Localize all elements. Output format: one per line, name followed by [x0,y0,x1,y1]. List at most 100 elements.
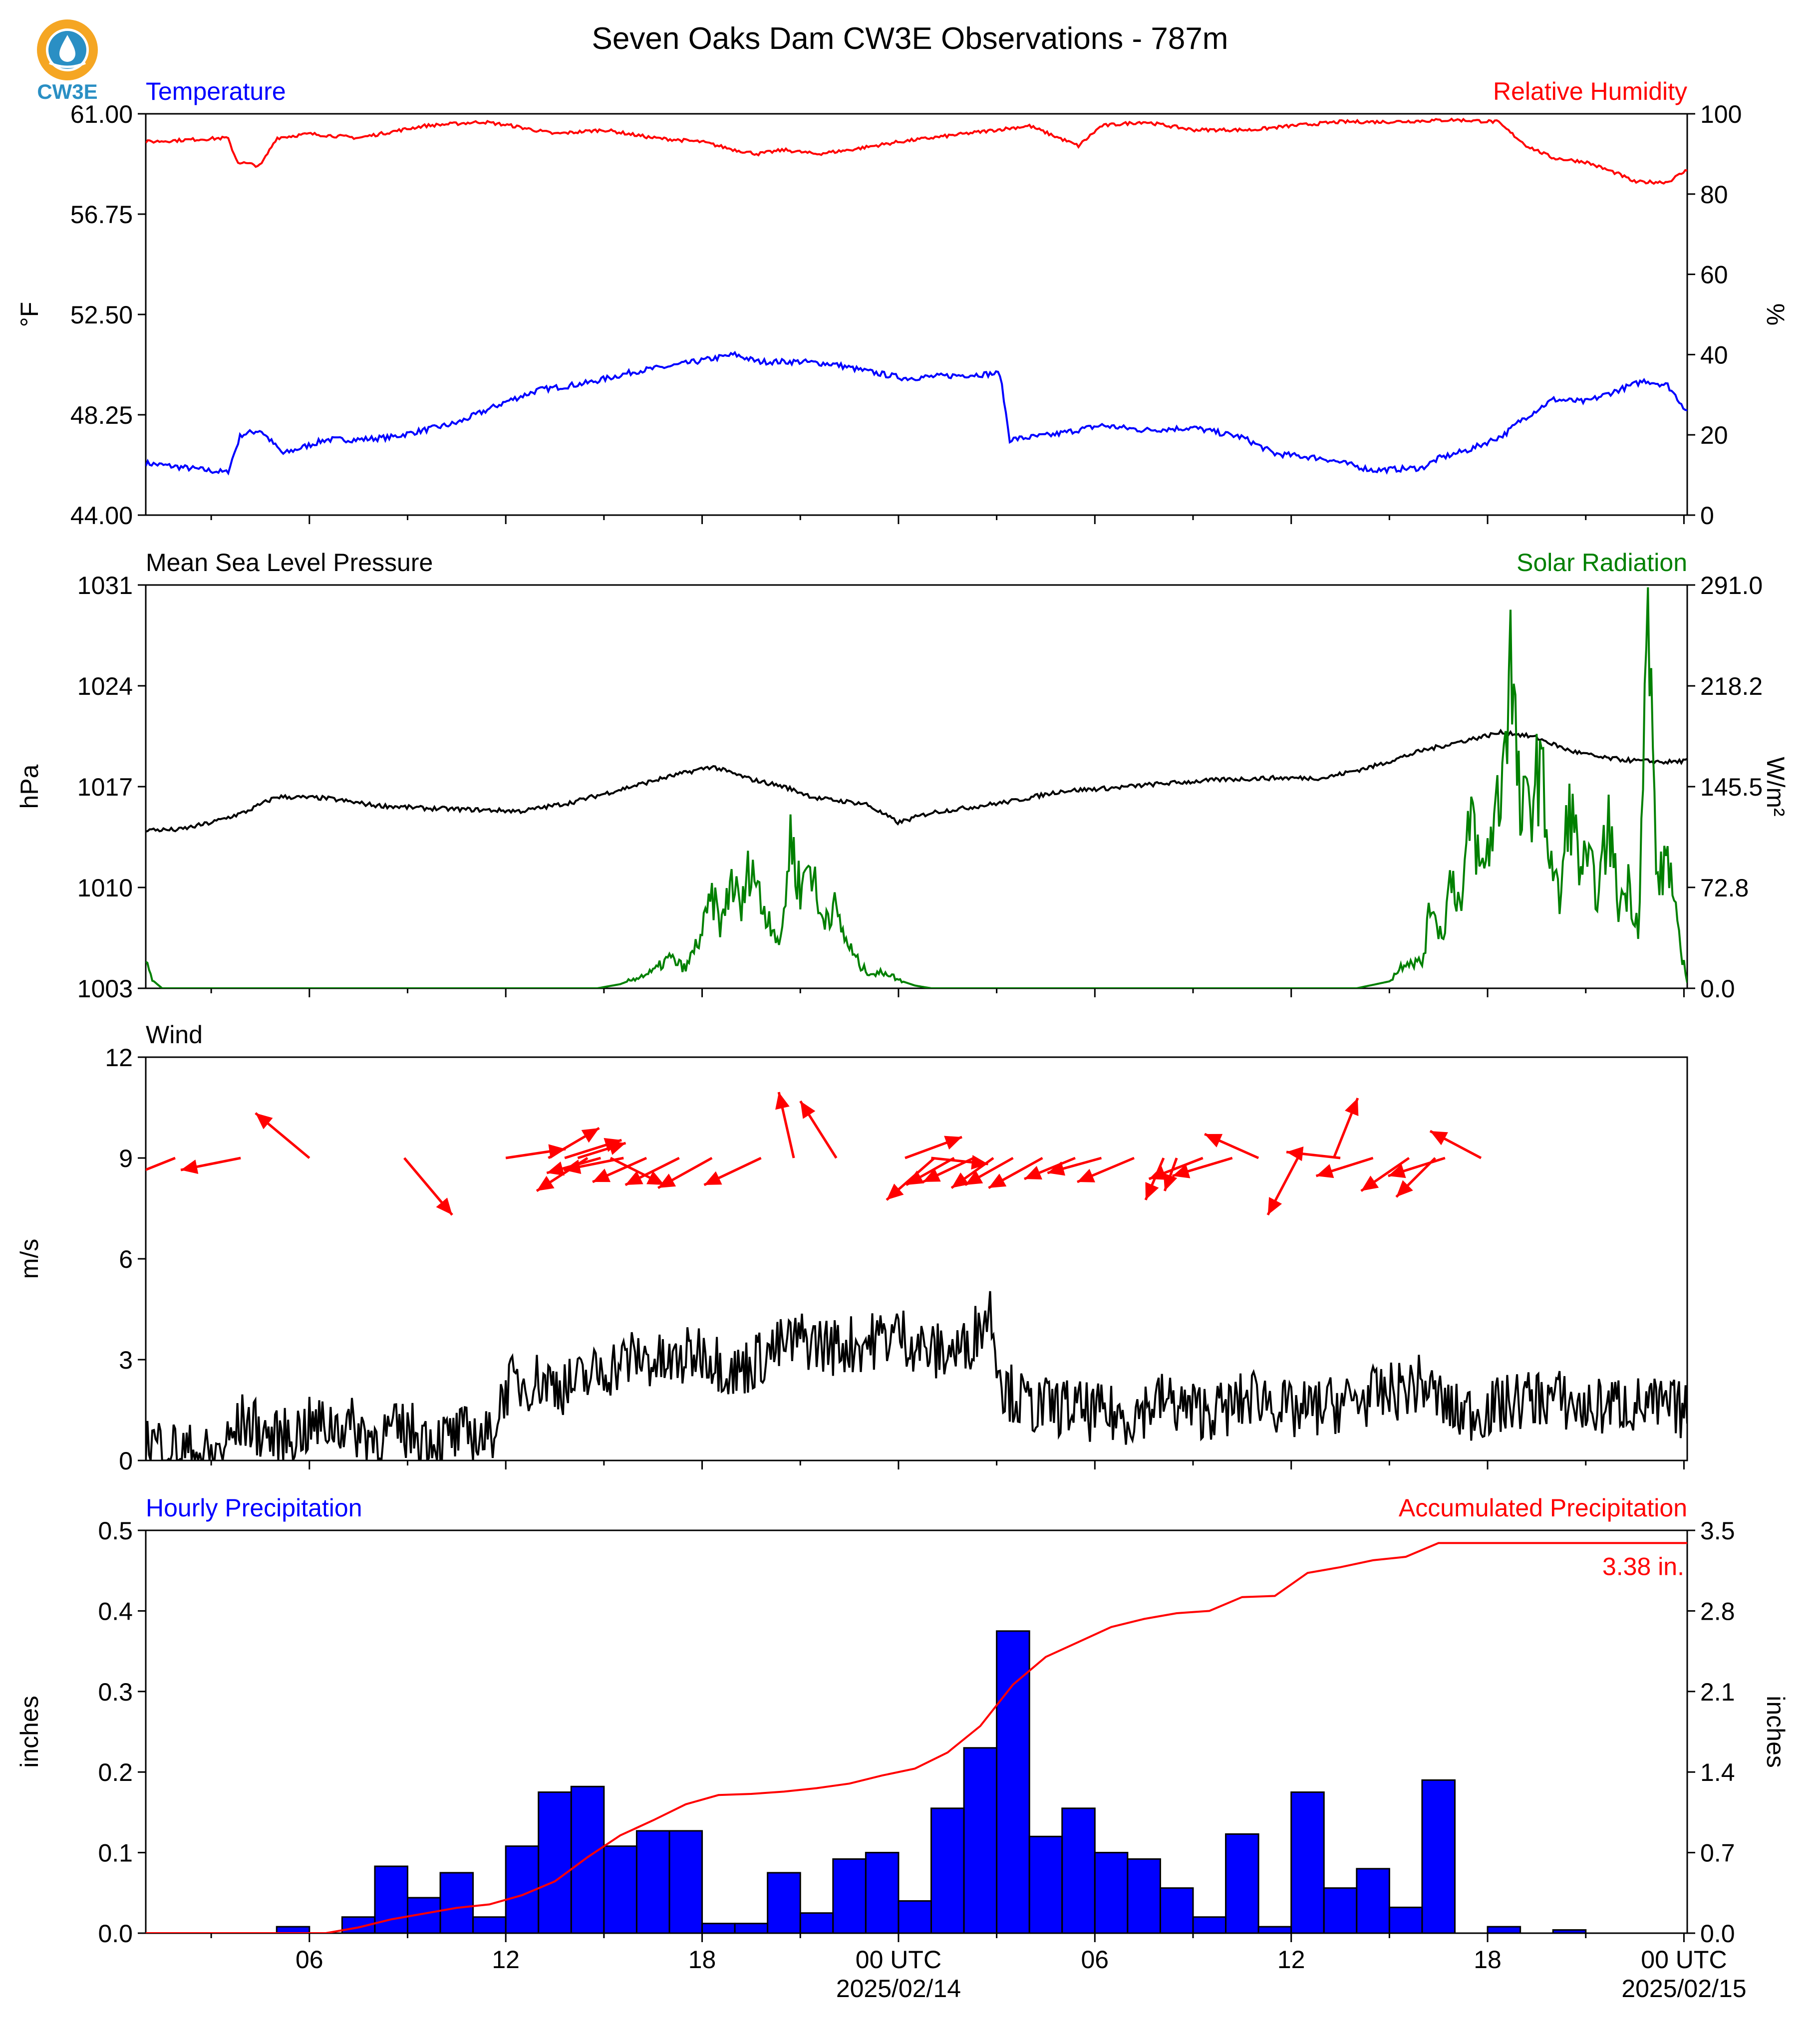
y-tick-label: 0.0 [98,1920,133,1948]
wind-arrow-head [607,1141,626,1155]
y-right-tick-label: 1.4 [1700,1758,1735,1786]
y-right-tick-label: 20 [1700,421,1728,449]
wind-arrow [886,1157,935,1201]
x-tick-label: 18 [1474,1946,1502,1974]
series-line-2 [146,587,1687,988]
y-right-tick-label: 0.0 [1700,975,1735,1003]
wind-arrow-head [1345,1098,1359,1116]
y-tick-label: 12 [105,1044,133,1072]
wind-arrow [255,1112,310,1159]
plot-area [146,1542,1687,1933]
wind-arrow [657,1157,713,1189]
wind-arrow-head [1047,1161,1066,1176]
wind-arrow [799,1100,838,1159]
wind-arrow-head [1077,1168,1095,1182]
wind-arrow [931,1155,988,1170]
y-tick-label: 6 [119,1245,133,1273]
wind-arrow-head [971,1155,988,1170]
precip-bar [832,1858,867,1933]
panel-1: 44.00 48.25 52.50 56.75 61.00 0 20 40 60 80 100 Tem… [15,77,1790,530]
y-tick-label: 0.4 [98,1597,133,1625]
plot-area [146,587,1687,988]
y-axis-label: m/s [15,1239,43,1279]
precip-bar [963,1747,998,1933]
y-tick-label: 0.2 [98,1758,133,1786]
wind-arrow [624,1157,680,1186]
panel-frame [145,584,1688,989]
wind-arrow [1360,1157,1410,1192]
wind-arrow [1077,1157,1135,1183]
wind-arrow [548,1127,600,1159]
wind-arrow-head [1172,1164,1191,1178]
logo-wave [48,61,86,68]
panel-left-title: Wind [146,1021,203,1049]
wind-arrow-head [1396,1180,1413,1197]
y-right-tick-label: 100 [1700,100,1742,128]
wind-arrow [703,1157,762,1186]
x-tick-label: 00 UTC [856,1946,941,1974]
wind-arrow-head [1205,1134,1223,1148]
wind-arrow [775,1092,795,1159]
wind-arrow-head [965,1170,983,1185]
x-date-label: 2025/02/15 [1621,1975,1746,2003]
wind-arrow-head [1286,1147,1304,1161]
wind-arrow-head [775,1092,790,1110]
y-tick-label: 0.5 [98,1517,133,1545]
wind-arrow-head [1149,1166,1167,1180]
wind-arrow-head [1145,1182,1159,1200]
precip-bar [1421,1779,1456,1933]
wind-arrow [1172,1157,1233,1178]
precip-bar [439,1872,474,1933]
wind-arrow [1047,1157,1102,1176]
y-right-tick-label: 0 [1700,502,1714,530]
wind-arrow [906,1157,955,1186]
precip-bar [1225,1833,1259,1933]
precip-bar [1094,1852,1129,1933]
wind-arrow [1395,1157,1436,1198]
wind-arrow-head [581,1128,600,1143]
y-right-tick-label: 2.8 [1700,1597,1735,1625]
wind-arrow-head [906,1170,924,1185]
wind-arrow-head [1267,1197,1282,1215]
y-tick-label: 1031 [77,572,133,599]
y-tick-label: 48.25 [70,401,133,429]
wind-arrow [988,1157,1043,1189]
precip-bar [570,1785,605,1933]
series-line-1 [146,350,1687,476]
precip-bar [1388,1906,1423,1933]
y-tick-label: 52.50 [70,301,133,329]
wind-arrow-head [704,1171,722,1185]
accumulated-precip-line [146,1542,1687,1933]
wind-arrow [146,1157,176,1171]
wind-arrow-head [1024,1165,1042,1180]
x-tick-label: 06 [296,1946,323,1974]
y-tick-label: 3 [119,1346,133,1374]
y-right-tick-label: 0.0 [1700,1920,1735,1948]
precip-bar [734,1923,769,1933]
precip-bar [635,1830,670,1933]
y-right-tick-label: 72.8 [1700,874,1749,902]
precip-bar [505,1845,540,1933]
precip-bar [898,1900,932,1933]
wind-arrow-head [537,1175,555,1191]
precip-bar [1159,1887,1194,1933]
wind-arrow [180,1157,241,1174]
y-tick-label: 1010 [77,874,133,902]
y-tick-label: 44.00 [70,502,133,530]
wind-arrow [905,1136,962,1159]
precip-bar [865,1852,900,1933]
y-axis-label: °F [15,302,43,327]
wind-arrow [1388,1157,1446,1178]
x-tick-label: 06 [1081,1946,1109,1974]
y-tick-label: 61.00 [70,100,133,128]
wind-arrow [922,1157,974,1183]
wind-arrow-head [1163,1173,1178,1191]
wind-arrow-head [1388,1164,1406,1178]
panel-3: 0 3 6 9 12 Wind m/s [15,1021,1688,1475]
y-tick-label: 9 [119,1145,133,1172]
panel-frame [145,113,1688,516]
panel-right-title: Solar Radiation [1517,549,1687,577]
panel-left-title: Mean Sea Level Pressure [146,549,433,577]
wind-arrow-head [646,1171,664,1185]
y-right-tick-label: 0.7 [1700,1839,1735,1867]
